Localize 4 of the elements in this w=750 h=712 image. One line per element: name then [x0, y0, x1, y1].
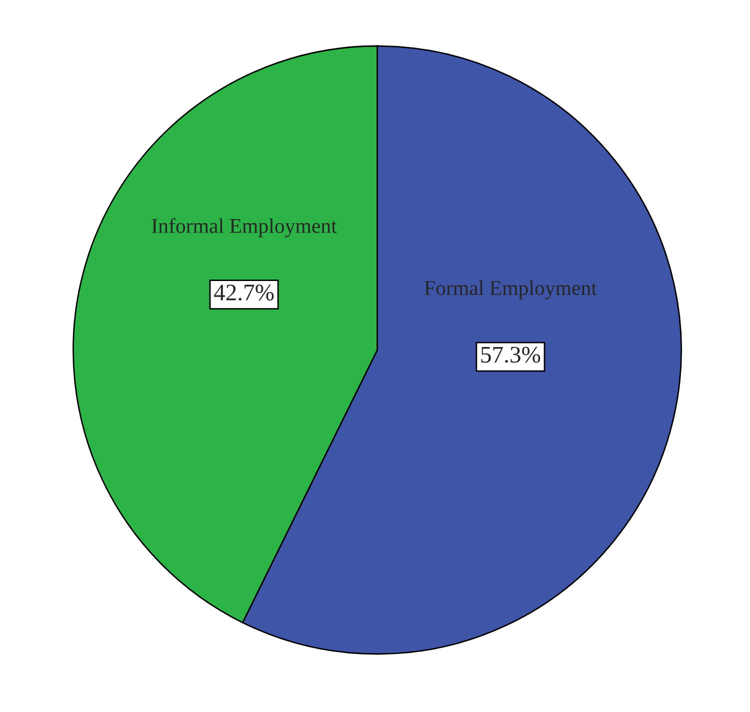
- slice-label: Formal Employment: [424, 280, 597, 300]
- data-label: 42.7%: [214, 284, 274, 301]
- data-label: 57.3%: [481, 346, 540, 363]
- slice-label: Informal Employment: [152, 218, 337, 238]
